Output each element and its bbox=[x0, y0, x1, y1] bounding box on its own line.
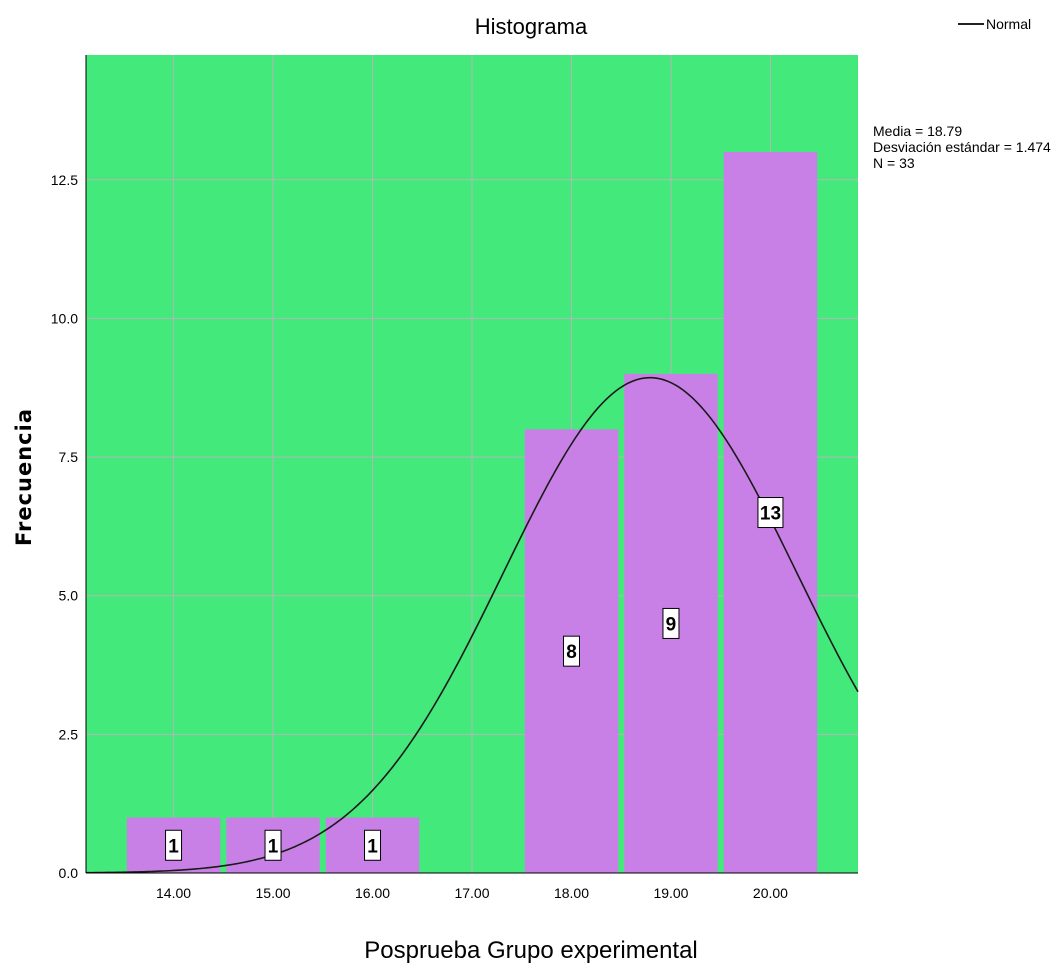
x-tick-label: 20.00 bbox=[753, 885, 788, 901]
data-label-box bbox=[757, 497, 784, 529]
x-tick-label: 17.00 bbox=[454, 885, 489, 901]
chart-title: Histograma bbox=[474, 14, 588, 39]
data-label-box bbox=[165, 829, 183, 861]
data-label-box bbox=[364, 829, 382, 861]
stats-box: Media = 18.79 Desviación estándar = 1.47… bbox=[873, 123, 1051, 171]
x-tick-label: 15.00 bbox=[256, 885, 291, 901]
legend: Normal bbox=[958, 16, 1031, 32]
x-tick-label: 16.00 bbox=[355, 885, 390, 901]
normal-curve bbox=[85, 376, 859, 874]
x-tick-label: 19.00 bbox=[653, 885, 688, 901]
data-label: 8 bbox=[566, 642, 577, 663]
y-tick-label: 0.0 bbox=[59, 865, 79, 881]
y-tick-label: 2.5 bbox=[59, 726, 79, 742]
x-tick-label: 18.00 bbox=[554, 885, 589, 901]
y-tick-label: 5.0 bbox=[59, 588, 79, 604]
data-label: 1 bbox=[168, 836, 179, 857]
data-label-box bbox=[562, 635, 580, 667]
stats-n: N = 33 bbox=[873, 155, 915, 171]
data-label: 13 bbox=[760, 504, 781, 525]
legend-entry-normal: Normal bbox=[986, 16, 1032, 32]
data-label: 9 bbox=[666, 614, 677, 635]
data-label-box bbox=[662, 607, 680, 639]
x-axis-label: Posprueba Grupo experimental bbox=[364, 937, 698, 964]
tick-labels: 0.0 2.5 5.0 7.5 10.0 12.5 14.00 15.00 16.00 17.00… bbox=[51, 172, 788, 901]
legend-line-icon bbox=[958, 23, 984, 25]
bars bbox=[126, 152, 818, 873]
data-label: 1 bbox=[268, 836, 279, 857]
y-tick-label: 12.5 bbox=[51, 172, 78, 188]
data-label: 1 bbox=[367, 836, 378, 857]
x-tick-label: 14.00 bbox=[156, 885, 191, 901]
normal-curve-line bbox=[85, 376, 859, 874]
axes bbox=[85, 55, 858, 874]
y-axis-label: Frecuencia bbox=[12, 407, 36, 547]
data-labels: 1 1 1 8 9 13 bbox=[165, 497, 784, 861]
data-label-box bbox=[264, 829, 282, 861]
y-tick-label: 10.0 bbox=[51, 310, 78, 326]
stats-sd: Desviación estándar = 1.474 bbox=[873, 139, 1051, 155]
stats-mean: Media = 18.79 bbox=[873, 123, 963, 139]
y-tick-label: 7.5 bbox=[59, 449, 79, 465]
